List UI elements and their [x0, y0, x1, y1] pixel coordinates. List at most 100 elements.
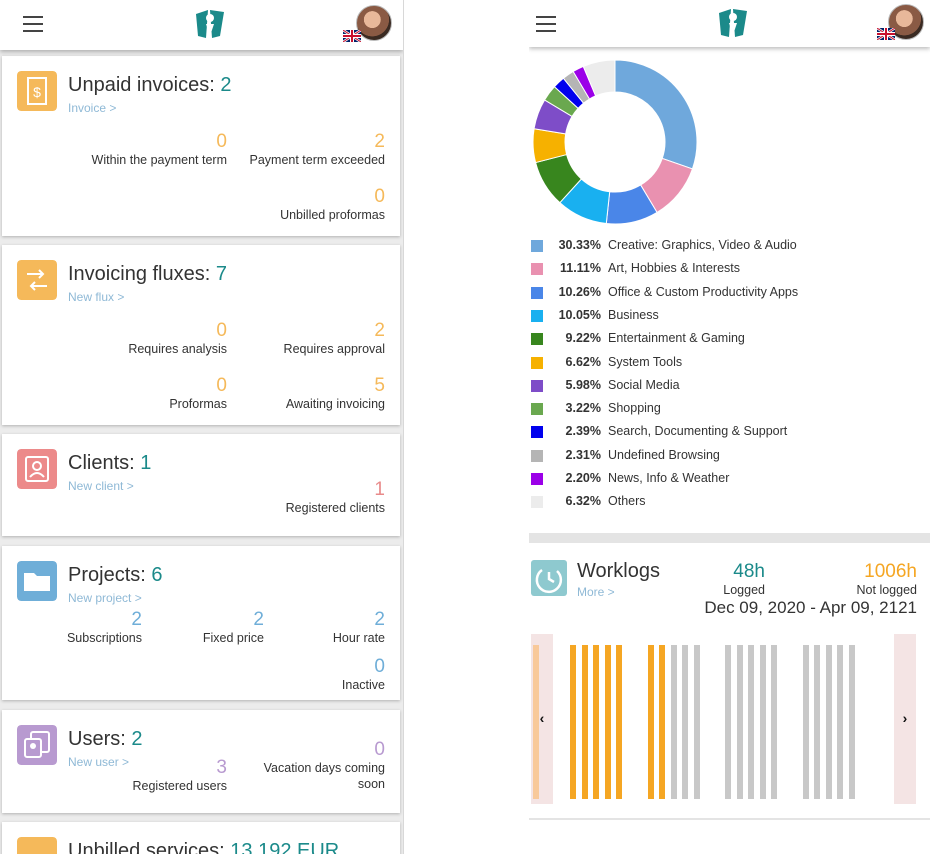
clients-card[interactable]: Clients: 1 New client > 1 Registered clie…	[2, 434, 400, 536]
uk-flag-icon[interactable]	[343, 30, 361, 42]
unpaid-invoices-title: Unpaid invoices: 2	[68, 74, 232, 96]
worklog-bar[interactable]	[802, 645, 809, 799]
invoicing-fluxes-card[interactable]: Invoicing fluxes: 7 New flux > 0 Requires…	[2, 245, 400, 425]
worklog-bar[interactable]	[616, 645, 622, 799]
clients-title: Clients: 1	[68, 452, 152, 474]
worklog-date-range: Dec 09, 2020 - Apr 09, 2121	[704, 598, 917, 617]
new-client-link[interactable]: New client >	[68, 479, 134, 493]
legend-swatch	[531, 496, 543, 509]
worklog-bar[interactable]	[570, 645, 576, 799]
legend-percent: 30.33%	[558, 238, 601, 252]
invoice-link[interactable]: Invoice >	[68, 101, 117, 115]
svg-text:$: $	[33, 84, 41, 100]
worklog-bar[interactable]	[659, 645, 665, 799]
worklog-bar[interactable]	[759, 645, 766, 799]
unbilled-proformas-stat: 0 Unbilled proformas	[280, 186, 385, 223]
requires-approval-stat: 2 Requires approval	[283, 320, 385, 357]
worklog-bar[interactable]	[725, 645, 731, 799]
worklogs-more-link[interactable]: More >	[577, 585, 615, 599]
unbilled-services-title: Unbilled services: 13,192 EUR	[68, 840, 340, 854]
legend-swatch	[531, 426, 543, 439]
legend-label: Creative: Graphics, Video & Audio	[608, 238, 797, 252]
worklog-bar[interactable]	[670, 645, 677, 799]
legend-percent: 6.32%	[565, 494, 601, 509]
worklog-bar[interactable]	[837, 645, 843, 799]
registered-users-stat: 3 Registered users	[132, 757, 228, 794]
hour-rate-stat: 2 Hour rate	[332, 609, 385, 646]
worklog-bar[interactable]	[814, 645, 820, 799]
legend-percent: 11.11%	[559, 261, 601, 276]
legend-percent: 10.05%	[558, 307, 601, 322]
app-logo[interactable]	[715, 5, 751, 41]
user-avatar[interactable]	[356, 5, 392, 41]
legend-label: System Tools	[608, 354, 683, 369]
legend-percent: 9.22%	[565, 331, 601, 346]
hamburger-icon[interactable]	[536, 16, 556, 32]
worklogs-title: Worklogs	[577, 560, 660, 582]
worklog-bar[interactable]	[736, 645, 743, 799]
legend-swatch	[531, 309, 543, 322]
worklog-bar[interactable]	[604, 645, 611, 799]
bottom-divider	[529, 818, 930, 820]
legend-swatch	[531, 286, 543, 299]
legend-label: Undefined Browsing	[608, 447, 720, 462]
hamburger-icon[interactable]	[23, 16, 43, 32]
top-bar	[529, 0, 930, 47]
donut-slice-11[interactable]	[582, 59, 616, 97]
worklog-bar[interactable]	[682, 645, 688, 799]
app-logo[interactable]	[192, 6, 228, 42]
worklog-bar[interactable]	[581, 645, 588, 799]
worklog-bar[interactable]	[693, 645, 700, 799]
legend-swatch	[531, 379, 543, 392]
legend-label: Office & Custom Productivity Apps	[608, 284, 799, 299]
worklog-bar[interactable]	[593, 645, 599, 799]
worklog-bar[interactable]	[647, 645, 654, 799]
worklog-bar[interactable]	[848, 645, 855, 799]
term-exceeded-stat: 2 Payment term exceeded	[249, 131, 386, 168]
projects-card[interactable]: Projects: 6 New project > 2 Subscriptions…	[2, 546, 400, 700]
legend-swatch	[531, 333, 543, 346]
subscriptions-stat: 2 Subscriptions	[66, 609, 142, 646]
legend-label: Art, Hobbies & Interests	[608, 261, 741, 276]
registered-clients-stat: 1 Registered clients	[285, 479, 385, 516]
within-term-stat: 0 Within the payment term	[91, 131, 227, 168]
services-icon	[17, 837, 57, 854]
new-flux-link[interactable]: New flux >	[68, 290, 125, 304]
proformas-stat: 0 Proformas	[169, 375, 227, 412]
legend-label: Others	[608, 494, 646, 509]
uk-flag-icon[interactable]	[877, 28, 895, 40]
left-phone-screen: $ Unpaid invoices: 2 Invoice > 0 Within t…	[0, 0, 404, 854]
next-period-button[interactable]: ›	[894, 634, 916, 804]
partial-bar	[533, 645, 539, 799]
vacation-days-stat: 0 Vacation days coming soon	[263, 739, 385, 792]
legend-label: Shopping	[608, 401, 661, 416]
worklog-bar[interactable]	[748, 645, 754, 799]
legend-percent: 5.98%	[565, 377, 601, 392]
top-bar	[0, 0, 403, 50]
not-logged-stat: 1006h Not logged	[856, 561, 917, 597]
invoice-icon: $	[17, 71, 57, 111]
worklog-bar[interactable]	[825, 645, 832, 799]
worklog-bar[interactable]	[771, 645, 777, 799]
section-divider	[529, 533, 930, 543]
legend-label: Business	[608, 307, 659, 322]
new-project-link[interactable]: New project >	[68, 591, 142, 605]
logged-stat: 48h Logged	[723, 561, 765, 597]
legend-swatch	[531, 240, 543, 252]
flux-icon	[17, 260, 57, 300]
client-badge-icon	[17, 449, 57, 489]
unbilled-services-card[interactable]: Unbilled services: 13,192 EUR	[2, 822, 400, 854]
legend-label: Entertainment & Gaming	[608, 331, 745, 346]
legend-label: Social Media	[608, 377, 680, 392]
legend-percent: 10.26%	[558, 284, 601, 299]
unpaid-invoices-card[interactable]: $ Unpaid invoices: 2 Invoice > 0 Within t…	[2, 56, 400, 236]
new-user-link[interactable]: New user >	[68, 755, 130, 769]
awaiting-invoicing-stat: 5 Awaiting invoicing	[285, 375, 385, 412]
legend-label: News, Info & Weather	[608, 471, 730, 485]
legend-percent: 6.62%	[565, 354, 601, 369]
fixed-price-stat: 2 Fixed price	[202, 609, 264, 646]
donut-slice-0[interactable]	[614, 59, 698, 170]
requires-analysis-stat: 0 Requires analysis	[128, 320, 227, 357]
legend-swatch	[531, 473, 543, 485]
